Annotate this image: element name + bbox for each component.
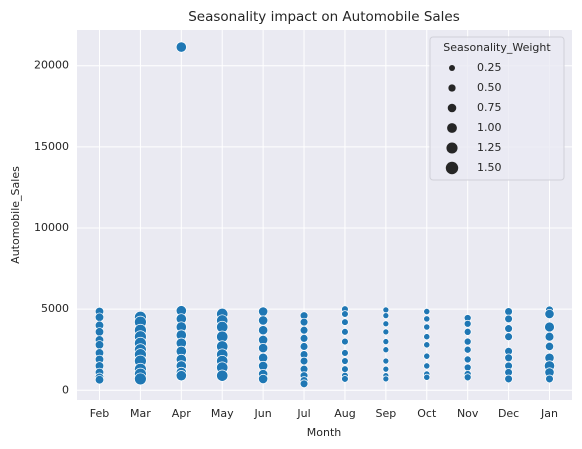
point — [258, 325, 269, 336]
point — [423, 323, 431, 331]
legend-marker — [447, 123, 457, 133]
legend-marker — [449, 65, 455, 71]
point — [94, 312, 105, 322]
x-tick-label: Jan — [540, 407, 558, 420]
point — [216, 369, 229, 382]
y-tick-label: 0 — [62, 383, 69, 396]
x-tick-label: Dec — [498, 407, 519, 420]
legend-marker — [446, 142, 458, 154]
x-tick-label: May — [211, 407, 234, 420]
legend-label: 0.75 — [477, 101, 502, 114]
x-tick-label: Oct — [417, 407, 437, 420]
legend-marker — [447, 103, 457, 113]
point — [504, 353, 513, 363]
point — [341, 375, 349, 383]
point — [504, 314, 513, 324]
point — [544, 308, 555, 320]
legend-title: Seasonality_Weight — [443, 41, 551, 54]
point — [299, 379, 309, 389]
point — [382, 320, 390, 328]
point — [258, 306, 269, 317]
legend-label: 1.50 — [477, 161, 502, 174]
x-tick-label: Jul — [296, 407, 310, 420]
point — [423, 308, 431, 316]
point — [504, 374, 513, 384]
chart-title: Seasonality impact on Automobile Sales — [188, 9, 460, 25]
point — [504, 332, 513, 341]
point — [463, 373, 472, 382]
point — [463, 337, 472, 346]
point — [341, 310, 349, 318]
point — [423, 352, 431, 360]
point — [463, 363, 472, 372]
x-tick-label: Nov — [457, 407, 479, 420]
point — [341, 365, 349, 373]
point — [341, 328, 349, 336]
point — [382, 346, 390, 354]
x-tick-label: Mar — [130, 407, 151, 420]
point — [341, 357, 349, 365]
point — [545, 374, 554, 384]
x-tick-label: Sep — [375, 407, 396, 420]
point — [382, 357, 390, 365]
legend-marker — [448, 84, 456, 92]
point — [423, 373, 431, 381]
legend-box — [429, 36, 565, 181]
legend-label: 1.00 — [477, 121, 502, 134]
y-tick-label: 5000 — [41, 302, 69, 315]
point — [423, 341, 431, 349]
point — [544, 341, 555, 351]
point — [423, 315, 431, 323]
point — [382, 306, 390, 314]
legend-marker — [445, 161, 459, 175]
point — [423, 362, 431, 370]
x-tick-label: Feb — [90, 407, 109, 420]
point — [94, 375, 105, 385]
y-axis-label: Automobile_Sales — [9, 166, 22, 264]
point — [299, 334, 309, 343]
point — [299, 325, 309, 335]
x-tick-label: Apr — [172, 407, 192, 420]
point — [341, 349, 349, 357]
point — [94, 327, 105, 337]
point — [463, 355, 472, 364]
point — [463, 319, 472, 328]
point — [504, 307, 513, 316]
y-tick-label: 10000 — [34, 221, 69, 234]
point — [544, 331, 555, 342]
legend-label: 0.25 — [477, 61, 502, 74]
point — [299, 317, 309, 327]
legend-label: 1.25 — [477, 141, 502, 154]
point — [175, 41, 187, 53]
x-axis-label: Month — [307, 426, 342, 439]
y-tick-label: 20000 — [34, 59, 69, 72]
point — [382, 328, 390, 336]
x-tick-label: Aug — [334, 407, 355, 420]
legend-label: 0.50 — [477, 81, 502, 94]
point — [544, 321, 555, 333]
point — [341, 337, 349, 346]
point — [382, 312, 390, 319]
y-tick-label: 15000 — [34, 140, 69, 153]
point — [341, 318, 349, 326]
point — [463, 345, 472, 354]
point — [423, 333, 431, 341]
point — [504, 324, 513, 333]
point — [382, 365, 390, 373]
point — [175, 370, 187, 382]
point — [134, 372, 147, 386]
point — [382, 375, 390, 383]
point — [382, 338, 390, 345]
point — [258, 373, 269, 384]
point — [258, 343, 269, 354]
point — [258, 315, 269, 326]
point — [94, 340, 105, 350]
point — [463, 327, 472, 336]
x-tick-label: Jun — [254, 407, 272, 420]
point — [299, 356, 309, 366]
point — [299, 342, 309, 351]
